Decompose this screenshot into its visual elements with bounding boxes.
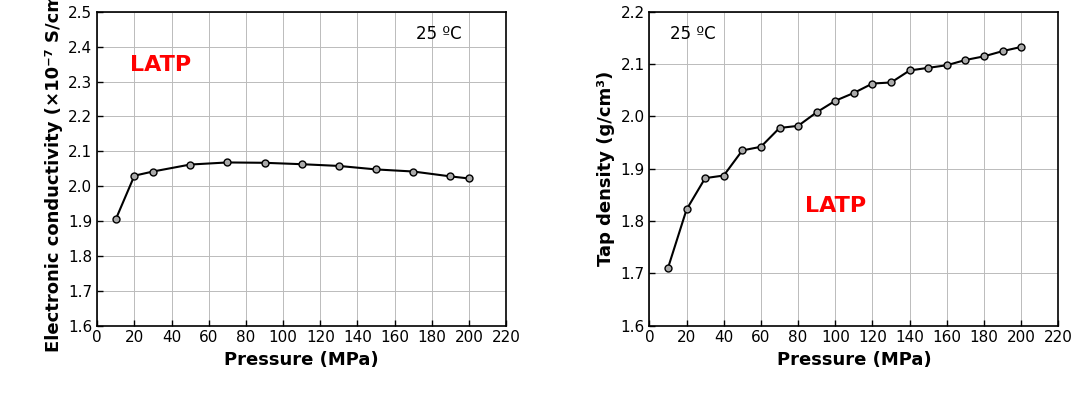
Y-axis label: Tap density (g/cm³): Tap density (g/cm³) (597, 71, 615, 266)
Text: LATP: LATP (805, 197, 866, 216)
X-axis label: Pressure (MPa): Pressure (MPa) (225, 351, 379, 369)
Text: LATP: LATP (130, 55, 191, 75)
X-axis label: Pressure (MPa): Pressure (MPa) (777, 351, 931, 369)
Text: 25 ºC: 25 ºC (670, 25, 715, 43)
Y-axis label: Electronic conductivity (×10⁻⁷ S/cm): Electronic conductivity (×10⁻⁷ S/cm) (44, 0, 63, 353)
Text: 25 ºC: 25 ºC (416, 25, 462, 43)
